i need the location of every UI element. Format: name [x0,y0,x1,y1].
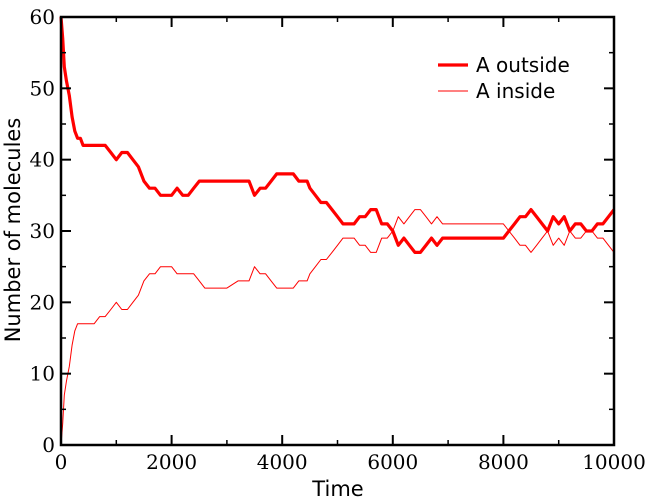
plot-frame [59,15,616,447]
x-tick-label: 4000 [257,450,308,474]
y-tick-label: 30 [30,219,55,243]
y-tick-label: 50 [30,76,55,100]
y-tick-label: 40 [30,148,55,172]
x-tick-label: 2000 [146,450,197,474]
legend-label-a-outside: A outside [476,53,570,77]
y-axis-label: Number of molecules [1,118,25,343]
x-tick-label: 10000 [582,450,646,474]
series-layer [59,16,616,446]
y-tick-label: 60 [30,5,55,29]
x-axis-label: Time [311,477,363,499]
x-tick-label: 0 [55,450,68,474]
plot-area [59,15,616,447]
x-tick-label: 6000 [367,450,418,474]
y-tick-label: 0 [42,433,55,457]
y-tick-label: 10 [30,362,55,386]
legend-label-a-inside: A inside [476,79,555,103]
series-line-a-inside [60,209,615,446]
y-tick-label: 20 [30,290,55,314]
x-tick-label: 8000 [478,450,529,474]
tick-labels: 0 2000 4000 6000 8000 10000 0 10 20 30 40 50 60 [30,5,646,474]
series-line-a-outside [59,16,616,254]
legend: A outside A inside [438,53,570,103]
